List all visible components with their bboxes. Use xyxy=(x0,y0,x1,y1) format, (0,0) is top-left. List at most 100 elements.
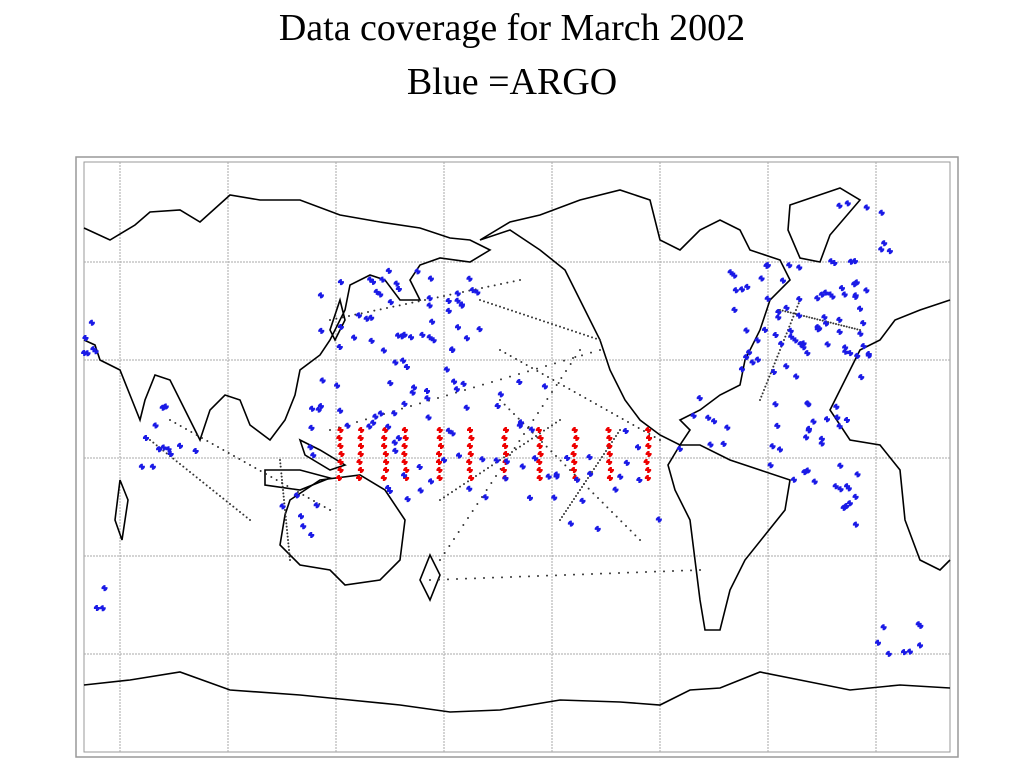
ship-obs xyxy=(759,399,761,401)
argo-obs xyxy=(279,503,286,510)
ship-obs xyxy=(571,329,573,332)
ship-obs xyxy=(242,513,245,516)
ship-obs xyxy=(569,504,571,506)
ship-obs xyxy=(560,377,563,379)
argo-obs xyxy=(519,463,526,470)
ship-obs xyxy=(479,299,481,301)
ship-obs xyxy=(172,457,175,460)
ship-obs xyxy=(545,445,548,448)
argo-obs xyxy=(453,386,460,393)
ship-obs xyxy=(761,392,764,395)
ship-obs xyxy=(663,570,665,573)
argo-obs xyxy=(319,377,326,384)
ship-obs xyxy=(595,465,597,467)
argo-obs xyxy=(818,291,825,298)
argo-obs xyxy=(309,405,316,412)
ship-obs xyxy=(537,575,539,577)
argo-obs xyxy=(906,648,913,655)
ship-obs xyxy=(481,287,483,289)
tao-obs xyxy=(606,435,613,441)
argo-obs xyxy=(391,439,398,446)
argo-obs xyxy=(836,423,843,430)
argo-obs xyxy=(414,268,421,275)
argo-obs xyxy=(790,476,797,483)
tao-obs xyxy=(536,475,543,481)
argo-obs xyxy=(749,359,756,366)
tao-obs xyxy=(401,451,408,457)
tao-obs xyxy=(501,435,508,441)
ship-obs xyxy=(527,370,529,373)
ship-obs xyxy=(555,455,557,457)
ship-obs xyxy=(555,574,557,577)
ship-obs xyxy=(287,539,289,541)
ship-obs xyxy=(519,445,521,448)
argo-obs xyxy=(792,337,799,344)
ship-obs xyxy=(523,443,525,445)
argo-obs xyxy=(337,323,344,330)
ship-obs xyxy=(471,510,474,512)
argo-obs xyxy=(392,447,399,454)
ship-obs xyxy=(572,357,574,359)
argo-obs xyxy=(385,267,392,274)
ship-obs xyxy=(227,452,230,454)
ship-obs xyxy=(487,301,489,304)
argo-obs xyxy=(845,485,852,492)
tao-obs xyxy=(645,443,652,449)
argo-obs xyxy=(915,621,922,628)
tao-obs xyxy=(645,427,652,433)
ship-obs xyxy=(517,417,520,420)
argo-obs xyxy=(551,494,558,501)
ship-obs xyxy=(436,296,439,299)
ship-obs xyxy=(288,549,290,551)
ship-obs xyxy=(563,359,565,362)
ship-obs xyxy=(515,448,517,451)
argo-obs xyxy=(463,404,470,411)
ship-obs xyxy=(195,434,198,436)
ship-obs xyxy=(462,524,465,526)
ship-obs xyxy=(285,525,288,528)
ship-obs xyxy=(165,452,168,455)
tao-obs xyxy=(570,451,577,457)
ship-obs xyxy=(238,458,241,460)
ship-obs xyxy=(492,576,494,579)
ship-obs xyxy=(618,572,620,574)
ship-obs xyxy=(527,315,529,317)
ship-obs xyxy=(543,320,545,323)
argo-obs xyxy=(860,343,867,350)
argo-obs xyxy=(454,324,461,331)
ship-obs xyxy=(443,552,446,554)
argo-obs xyxy=(366,423,373,430)
argo-obs xyxy=(797,341,804,348)
argo-obs xyxy=(451,378,458,385)
argo-obs xyxy=(772,401,779,408)
ship-obs xyxy=(243,461,246,463)
argo-obs xyxy=(805,425,812,432)
ship-obs xyxy=(536,367,538,370)
ship-obs xyxy=(690,569,692,572)
ship-obs xyxy=(455,488,457,491)
ship-obs xyxy=(169,419,171,421)
ship-obs xyxy=(776,355,779,358)
ship-obs xyxy=(386,307,388,309)
argo-obs xyxy=(711,418,718,425)
tao-obs xyxy=(502,443,509,449)
argo-obs xyxy=(84,350,91,357)
ship-obs xyxy=(797,302,800,305)
tao-obs xyxy=(436,435,443,441)
ship-obs xyxy=(501,576,503,579)
ship-obs xyxy=(591,336,593,339)
tao-obs xyxy=(436,427,443,433)
ship-obs xyxy=(205,484,208,487)
argo-obs xyxy=(404,496,411,503)
ship-obs xyxy=(287,545,290,548)
ship-obs xyxy=(483,577,485,579)
ship-obs xyxy=(481,496,483,498)
ship-obs xyxy=(232,505,235,508)
tao-obs xyxy=(337,467,344,473)
argo-obs xyxy=(707,441,714,448)
argo-obs xyxy=(455,452,462,459)
ship-obs xyxy=(777,352,780,355)
ship-obs xyxy=(600,572,602,575)
argo-obs xyxy=(874,639,881,646)
argo-obs xyxy=(176,442,183,449)
